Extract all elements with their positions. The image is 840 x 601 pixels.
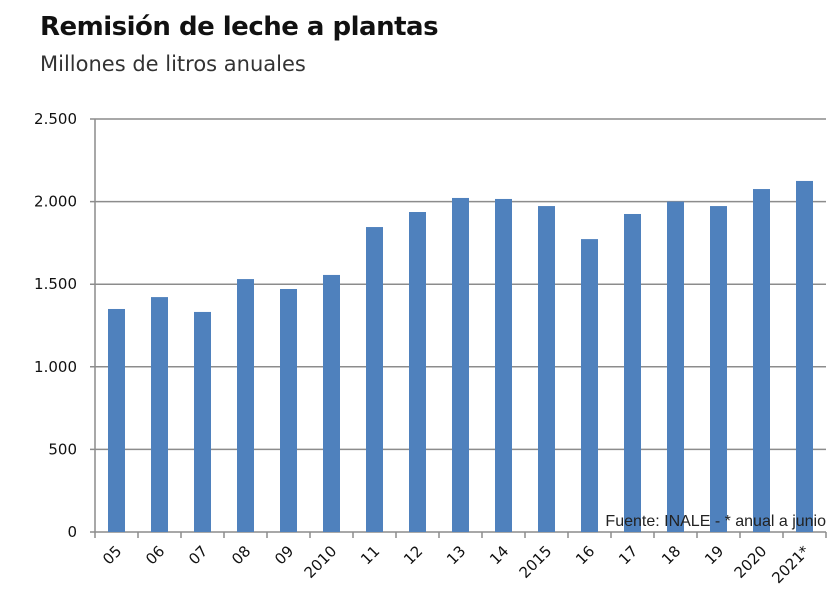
- bar-16: [581, 239, 598, 532]
- source-note: Fuente: INALE - * anual a junio: [605, 513, 826, 530]
- y-tick-label: 1.500: [34, 275, 77, 293]
- bar-11: [366, 227, 383, 532]
- x-tick-label: 2021*: [768, 542, 813, 587]
- x-tick-label: 08: [228, 542, 254, 568]
- bar-2010: [323, 274, 340, 532]
- bar-2021*: [796, 180, 813, 532]
- y-tick-label: 0: [67, 523, 77, 541]
- x-tick-label: 07: [185, 542, 211, 568]
- bar-05: [108, 308, 125, 532]
- x-tick-label: 17: [615, 542, 641, 568]
- bar-17: [624, 213, 641, 533]
- y-tick-label: 500: [48, 440, 77, 458]
- x-tick-label: 2010: [301, 542, 341, 582]
- x-tick-label: 16: [572, 542, 598, 568]
- y-tick-label: 1.000: [34, 358, 77, 376]
- x-tick-label: 19: [701, 542, 727, 568]
- bar-14: [495, 198, 512, 533]
- bar-06: [151, 297, 168, 532]
- y-tick-label: 2.000: [34, 193, 77, 211]
- bar-18: [667, 201, 684, 532]
- bar-2020: [753, 189, 770, 532]
- chart-subtitle: Millones de litros anuales: [40, 52, 306, 76]
- bar-12: [409, 212, 426, 532]
- x-tick-label: 06: [142, 542, 168, 568]
- bar-09: [280, 288, 297, 532]
- bar-19: [710, 206, 727, 532]
- x-tick-label: 05: [99, 542, 125, 568]
- y-tick-label: 2.500: [34, 110, 77, 128]
- x-tick-label: 12: [400, 542, 426, 568]
- bar-08: [237, 279, 254, 532]
- x-tick-label: 18: [658, 542, 684, 568]
- bar-13: [452, 197, 469, 532]
- bar-07: [194, 311, 211, 532]
- x-tick-label: 09: [271, 542, 297, 568]
- x-tick-label: 2020: [731, 542, 771, 582]
- x-tick-label: 2015: [516, 542, 556, 582]
- x-tick-label: 11: [357, 542, 383, 568]
- bar-2015: [538, 206, 555, 532]
- x-tick-label: 14: [486, 542, 512, 568]
- chart-title: Remisión de leche a plantas: [40, 12, 439, 42]
- x-tick-label: 13: [443, 542, 469, 568]
